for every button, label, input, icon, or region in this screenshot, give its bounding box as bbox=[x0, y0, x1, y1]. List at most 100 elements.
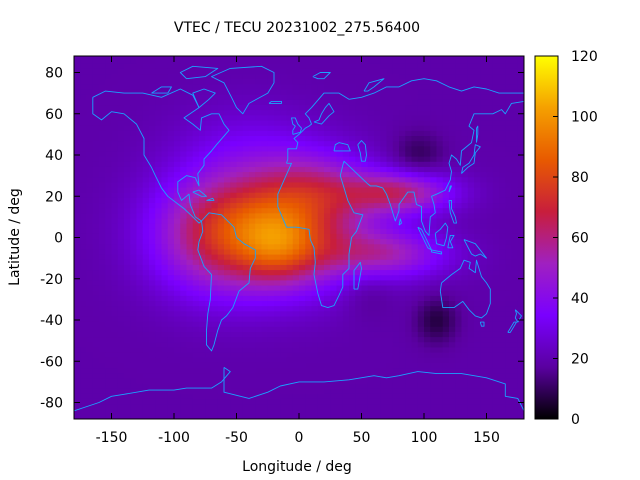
heatmap-cell bbox=[111, 408, 119, 415]
heatmap-cell bbox=[211, 295, 219, 302]
heatmap-cell bbox=[505, 223, 513, 229]
heatmap-cell bbox=[455, 125, 463, 131]
heatmap-cell bbox=[180, 212, 188, 219]
heatmap-cell bbox=[324, 341, 331, 348]
heatmap-cell bbox=[305, 382, 313, 389]
heatmap-cell bbox=[367, 264, 375, 271]
heatmap-cell bbox=[499, 248, 506, 255]
heatmap-cell bbox=[167, 367, 175, 374]
heatmap-cell bbox=[211, 78, 219, 85]
heatmap-cell bbox=[149, 125, 156, 131]
heatmap-cell bbox=[224, 398, 231, 405]
heatmap-cell bbox=[224, 58, 231, 64]
heatmap-cell bbox=[355, 114, 363, 121]
heatmap-cell bbox=[442, 125, 450, 131]
heatmap-cell bbox=[217, 207, 225, 214]
heatmap-cell bbox=[461, 331, 469, 338]
heatmap-cell bbox=[449, 186, 456, 193]
heatmap-cell bbox=[136, 305, 144, 312]
heatmap-cell bbox=[442, 243, 450, 250]
heatmap-cell bbox=[105, 78, 113, 85]
heatmap-cell bbox=[180, 248, 188, 255]
heatmap-cell bbox=[405, 217, 413, 224]
heatmap-cell bbox=[336, 135, 344, 142]
heatmap-cell bbox=[299, 367, 306, 374]
heatmap-cell bbox=[130, 336, 138, 343]
heatmap-cell bbox=[99, 290, 106, 296]
heatmap-cell bbox=[499, 290, 506, 296]
heatmap-cell bbox=[480, 300, 488, 307]
heatmap-cell bbox=[267, 310, 275, 317]
heatmap-cell bbox=[92, 171, 100, 178]
heatmap-cell bbox=[199, 382, 206, 389]
heatmap-cell bbox=[155, 186, 163, 193]
heatmap-cell bbox=[424, 56, 431, 59]
heatmap-cell bbox=[174, 58, 181, 64]
heatmap-cell bbox=[242, 321, 250, 327]
heatmap-cell bbox=[480, 233, 488, 240]
heatmap-cell bbox=[442, 176, 450, 183]
heatmap-cell bbox=[336, 104, 344, 111]
heatmap-cell bbox=[430, 99, 438, 106]
heatmap-cell bbox=[442, 305, 450, 312]
heatmap-cell bbox=[117, 197, 125, 204]
heatmap-cell bbox=[117, 336, 125, 343]
heatmap-cell bbox=[205, 114, 213, 121]
heatmap-cell bbox=[505, 181, 513, 188]
heatmap-cell bbox=[499, 351, 506, 358]
heatmap-cell bbox=[255, 388, 263, 394]
heatmap-cell bbox=[399, 274, 406, 281]
heatmap-cell bbox=[286, 269, 294, 276]
heatmap-cell bbox=[142, 207, 150, 214]
heatmap-cell bbox=[80, 367, 88, 374]
heatmap-cell bbox=[205, 408, 213, 415]
heatmap-cell bbox=[480, 279, 488, 286]
heatmap-cell bbox=[180, 238, 188, 245]
heatmap-cell bbox=[430, 305, 438, 312]
heatmap-cell bbox=[480, 290, 488, 296]
heatmap-cell bbox=[467, 130, 475, 137]
heatmap-cell bbox=[161, 186, 169, 193]
heatmap-cell bbox=[174, 145, 181, 152]
heatmap-cell bbox=[149, 58, 156, 64]
heatmap-cell bbox=[449, 274, 456, 281]
heatmap-cell bbox=[149, 300, 156, 307]
heatmap-cell bbox=[280, 279, 288, 286]
heatmap-cell bbox=[280, 228, 288, 234]
heatmap-cell bbox=[80, 89, 88, 95]
heatmap-cell bbox=[130, 398, 138, 405]
heatmap-cell bbox=[436, 346, 444, 353]
heatmap-cell bbox=[442, 336, 450, 343]
heatmap-cell bbox=[224, 73, 231, 80]
heatmap-cell bbox=[149, 89, 156, 95]
heatmap-cell bbox=[174, 89, 181, 95]
heatmap-cell bbox=[205, 171, 213, 178]
heatmap-cell bbox=[299, 104, 306, 111]
heatmap-cell bbox=[455, 202, 463, 209]
heatmap-cell bbox=[467, 367, 475, 374]
heatmap-cell bbox=[230, 89, 238, 95]
heatmap-cell bbox=[92, 351, 100, 358]
heatmap-cell bbox=[205, 94, 213, 100]
heatmap-cell bbox=[280, 393, 288, 399]
heatmap-cell bbox=[442, 362, 450, 369]
heatmap-cell bbox=[411, 119, 419, 126]
heatmap-cell bbox=[436, 254, 444, 260]
heatmap-cell bbox=[249, 305, 256, 312]
heatmap-cell bbox=[230, 176, 238, 183]
heatmap-cell bbox=[424, 357, 431, 363]
heatmap-cell bbox=[324, 99, 331, 106]
heatmap-cell bbox=[236, 388, 244, 394]
heatmap-cell bbox=[124, 346, 131, 353]
heatmap-cell bbox=[230, 264, 238, 271]
heatmap-cell bbox=[405, 99, 413, 106]
heatmap-cell bbox=[205, 367, 213, 374]
heatmap-cell bbox=[136, 413, 144, 419]
heatmap-cell bbox=[392, 300, 400, 307]
heatmap-cell bbox=[217, 341, 225, 348]
heatmap-cell bbox=[511, 377, 519, 384]
heatmap-cell bbox=[486, 331, 494, 338]
heatmap-cell bbox=[249, 114, 256, 121]
heatmap-cell bbox=[205, 156, 213, 162]
heatmap-cell bbox=[355, 372, 363, 379]
